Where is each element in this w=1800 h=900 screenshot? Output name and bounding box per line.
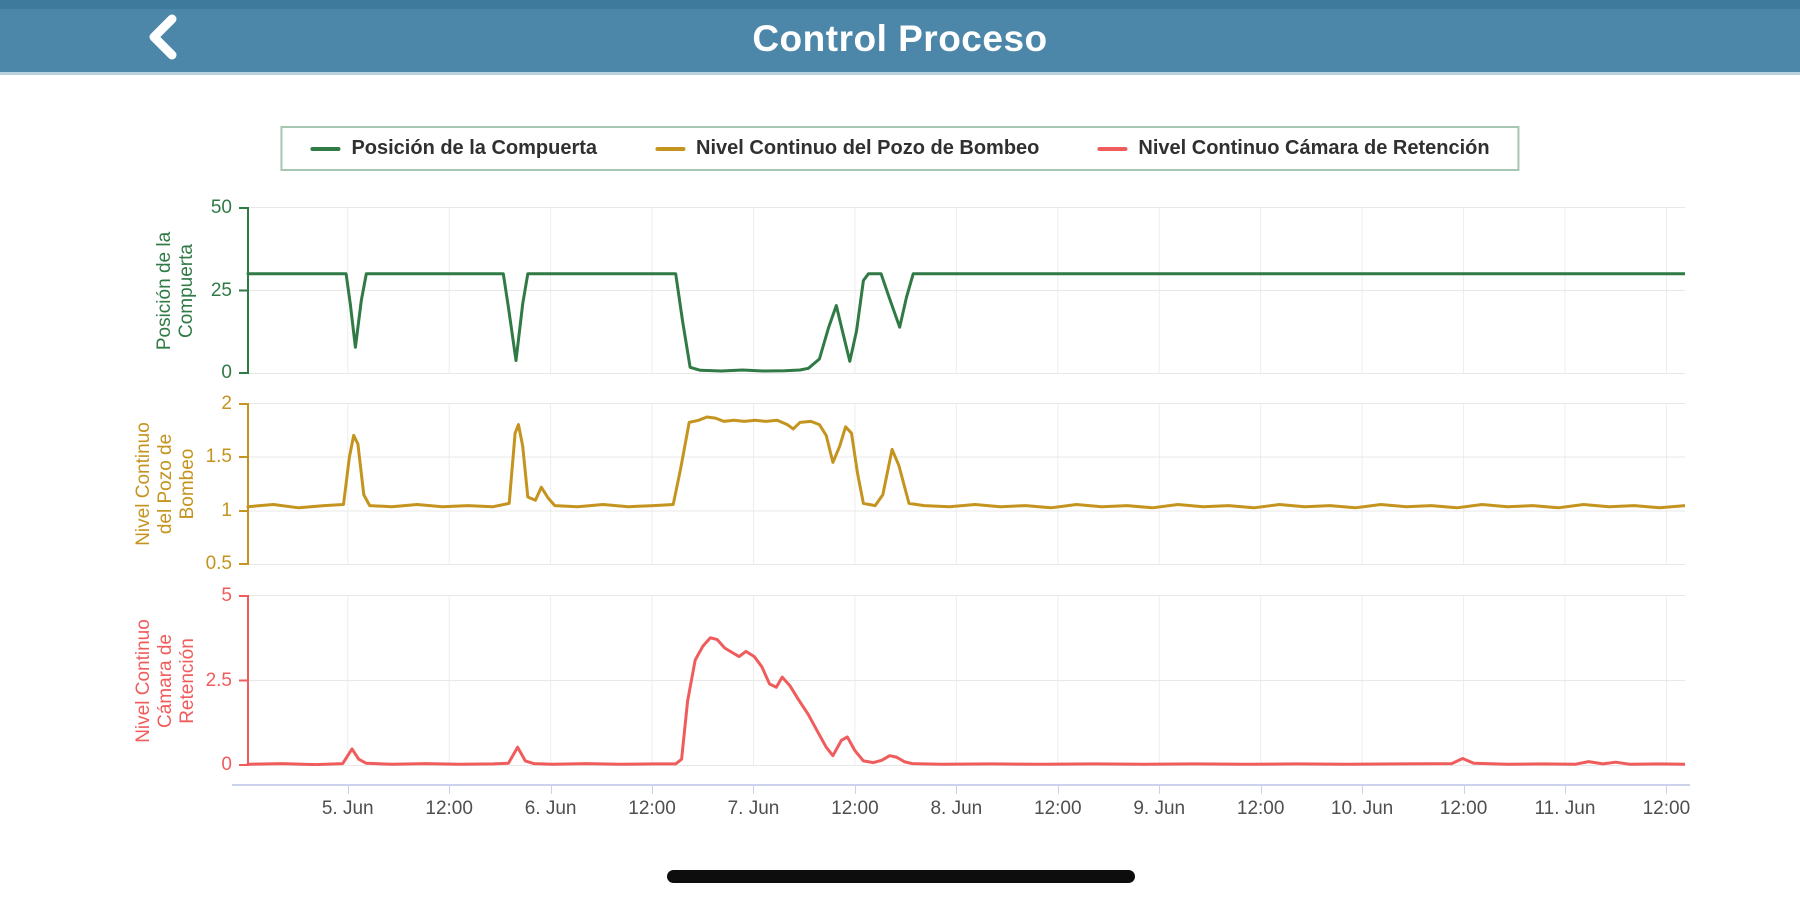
y-axis (239, 207, 249, 374)
y-tick-label: 2.5 (205, 669, 232, 691)
y-axis-title-pozo: Nivel Continuo del Pozo de Bombeo (133, 422, 198, 546)
x-tick-mark (1260, 784, 1262, 794)
x-tick-mark (347, 784, 349, 794)
chart-legend: Posición de la Compuerta Nivel Continuo d… (280, 126, 1520, 171)
series-line (246, 636, 1685, 766)
x-tick-label: 7. Jun (727, 798, 780, 819)
legend-label: Posición de la Compuerta (351, 137, 598, 159)
x-tick-mark (956, 784, 958, 794)
x-tick-label: 11. Jun (1534, 798, 1596, 819)
x-tick-label: 12:00 (1439, 798, 1488, 819)
y-tick-label: 5 (221, 585, 232, 606)
x-tick-mark (753, 784, 755, 794)
status-bar-strip (0, 0, 1800, 9)
series-color-dash (1097, 146, 1128, 151)
gridlines (248, 207, 1685, 374)
series-color-dash (310, 146, 341, 151)
x-tick-mark (1564, 784, 1566, 794)
y-tick-label: 50 (210, 197, 232, 218)
x-tick-label: 12:00 (831, 798, 879, 819)
series-color-dash (655, 146, 686, 151)
x-tick-mark (1362, 784, 1364, 794)
back-button[interactable] (138, 14, 186, 62)
y-tick-label: 0 (221, 362, 232, 383)
x-tick-label: 12:00 (1236, 798, 1285, 819)
page-title: Control Proceso (752, 18, 1048, 59)
y-tick-label: 2 (221, 393, 232, 414)
x-tick-label: 10. Jun (1330, 798, 1394, 819)
y-tick-label: 1.5 (205, 446, 232, 467)
x-tick-label: 12:00 (1034, 798, 1082, 819)
y-tick-label: 1 (221, 500, 232, 521)
home-indicator[interactable] (667, 870, 1135, 883)
x-tick-label: 12:00 (1642, 798, 1691, 819)
x-axis-line (232, 784, 1690, 786)
x-tick-label: 12:00 (628, 798, 676, 819)
y-tick-label: 25 (210, 279, 232, 301)
y-axis (239, 595, 249, 766)
plot-area-compuerta[interactable] (236, 207, 1685, 374)
chevron-left-icon (149, 14, 177, 60)
plot-area-camara[interactable] (236, 595, 1685, 766)
y-axis (239, 403, 249, 565)
x-tick-mark (854, 784, 856, 794)
y-tick-label: 0 (221, 754, 232, 775)
x-tick-label: 5. Jun (321, 798, 374, 819)
legend-item[interactable]: Nivel Continuo Cámara de Retención (1097, 137, 1490, 160)
y-tick-label: 0.5 (205, 553, 232, 574)
x-tick-mark (1463, 784, 1465, 794)
x-tick-mark (1666, 784, 1668, 794)
x-tick-mark (1057, 784, 1059, 794)
series-line (246, 415, 1685, 510)
x-tick-mark (1159, 784, 1161, 794)
x-tick-mark (550, 784, 552, 794)
legend-label: Nivel Continuo Cámara de Retención (1138, 137, 1490, 159)
legend-item[interactable]: Posición de la Compuerta (310, 137, 597, 160)
plot-area-pozo[interactable] (236, 403, 1685, 565)
x-tick-mark (449, 784, 451, 794)
gridlines (248, 595, 1685, 766)
app-header: Control Proceso (0, 0, 1800, 75)
x-tick-label: 9. Jun (1133, 798, 1186, 819)
gridlines (248, 403, 1685, 565)
legend-item[interactable]: Nivel Continuo del Pozo de Bombeo (655, 137, 1039, 160)
x-tick-mark (652, 784, 654, 794)
legend-label: Nivel Continuo del Pozo de Bombeo (696, 137, 1040, 159)
series-line (246, 272, 1685, 373)
x-tick-label: 8. Jun (930, 798, 983, 819)
x-tick-label: 6. Jun (524, 798, 577, 819)
x-tick-label: 12:00 (425, 798, 473, 819)
